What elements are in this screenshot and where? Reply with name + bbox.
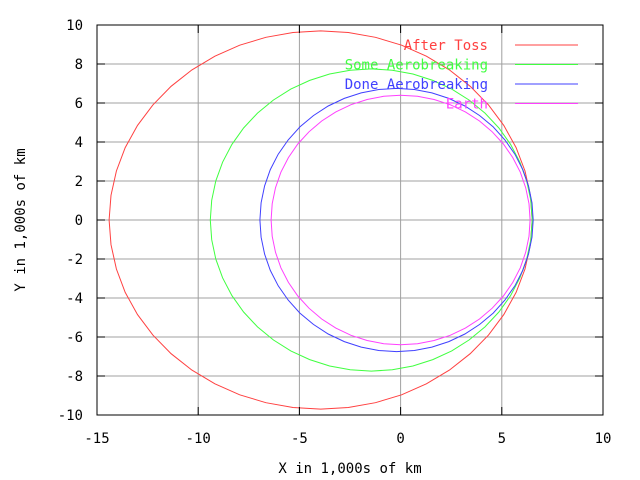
y-tick-label: 10 [66, 18, 83, 34]
y-tick-label: 0 [75, 213, 83, 229]
y-tick-label: -10 [58, 408, 83, 424]
series-layer [108, 30, 534, 410]
legend: After Toss Some Aerobreaking Done Aerobrea… [345, 38, 578, 113]
legend-label: Earth [446, 97, 488, 113]
x-tick-label: -10 [186, 431, 211, 447]
y-tick-label: 8 [75, 57, 83, 73]
y-tick-label: 4 [75, 135, 83, 151]
series-line-1 [209, 68, 533, 372]
x-tick-label: -5 [291, 431, 308, 447]
y-axis-label: Y in 1,000s of km [13, 148, 29, 291]
y-tick-label: -2 [66, 252, 83, 268]
y-tick-label: -4 [66, 291, 83, 307]
y-tick-label: 2 [75, 174, 83, 190]
x-tick-label: -15 [84, 431, 109, 447]
y-tick-label: -6 [66, 330, 83, 346]
legend-label: After Toss [404, 38, 488, 54]
series-line-2 [259, 87, 534, 353]
legend-label: Some Aerobreaking [345, 58, 488, 74]
x-tick-label: 5 [498, 431, 506, 447]
series-line-0 [108, 30, 533, 410]
x-axis-label: X in 1,000s of km [278, 461, 421, 477]
legend-label: Done Aerobreaking [345, 77, 488, 93]
y-tick-label: 6 [75, 96, 83, 112]
x-tick-label: 0 [396, 431, 404, 447]
series-line-3 [270, 94, 531, 346]
y-tick-label: -8 [66, 369, 83, 385]
x-tick-label: 10 [595, 431, 612, 447]
